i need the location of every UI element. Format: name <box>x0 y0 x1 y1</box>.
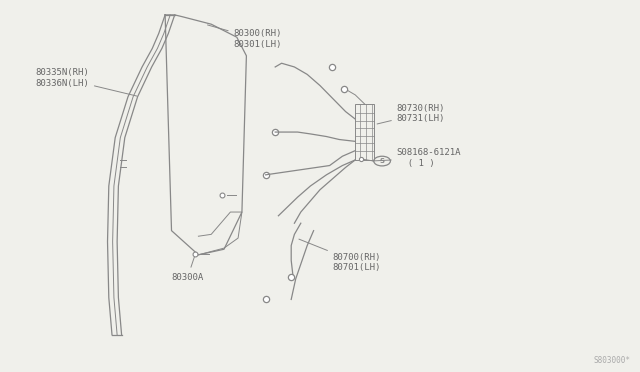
Text: S: S <box>380 158 385 164</box>
Text: 80300(RH)
80301(LH): 80300(RH) 80301(LH) <box>207 25 282 49</box>
Text: S08168-6121A
  ( 1 ): S08168-6121A ( 1 ) <box>372 148 461 168</box>
Text: 80300A: 80300A <box>172 257 204 282</box>
Text: 80335N(RH)
80336N(LH): 80335N(RH) 80336N(LH) <box>35 68 137 96</box>
Text: 80700(RH)
80701(LH): 80700(RH) 80701(LH) <box>299 239 381 272</box>
Text: S803000*: S803000* <box>593 356 630 365</box>
Text: 80730(RH)
80731(LH): 80730(RH) 80731(LH) <box>377 104 445 124</box>
